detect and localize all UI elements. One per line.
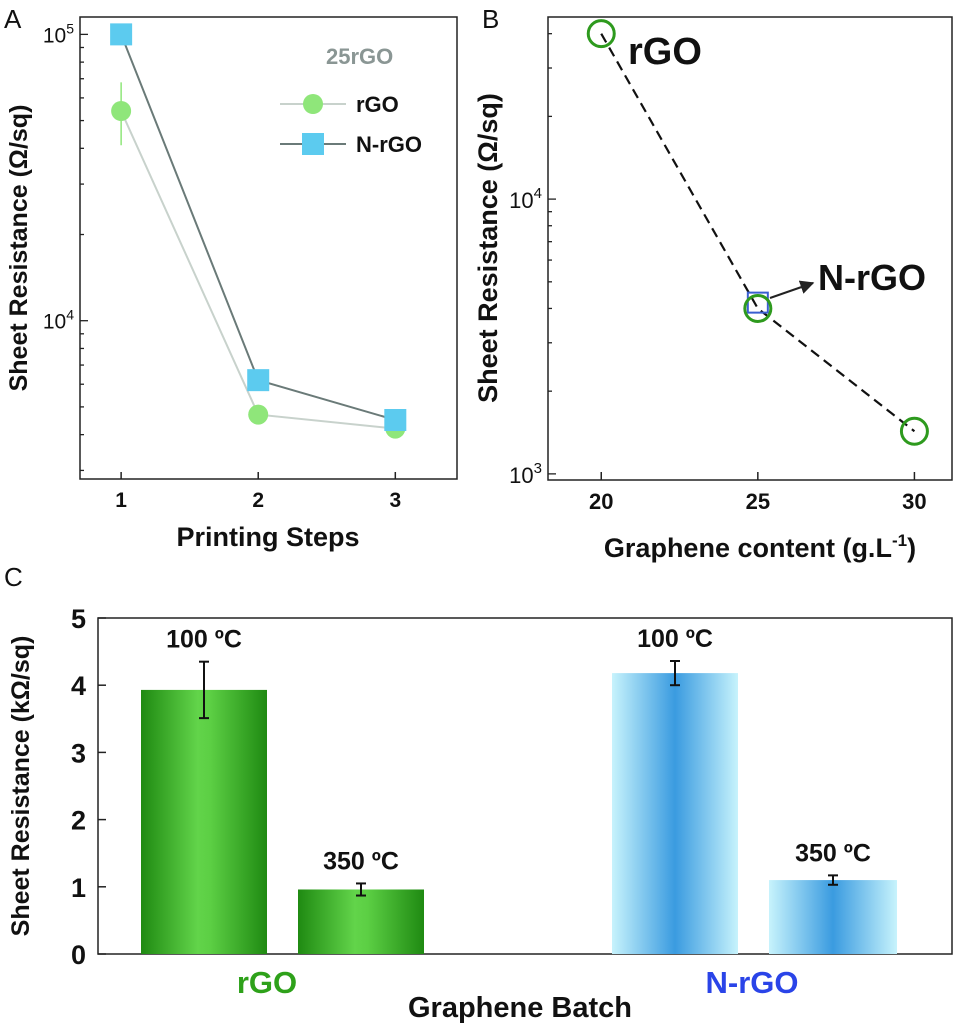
panel-b-x-tick-label: 20 <box>589 489 613 514</box>
panel-c-y-tick-label: 5 <box>71 604 86 634</box>
panel-a-point-N-rGO <box>384 409 407 432</box>
panel-c-bar-rGO-100C <box>141 689 267 954</box>
panel-b-annotation-arrow <box>769 280 815 299</box>
panel-b-y-tick-label: 104 <box>509 185 542 213</box>
panel-a-x-tick-label: 3 <box>389 489 401 512</box>
panel-a-legend-nrgo-label: N-rGO <box>356 132 422 157</box>
panel-c-bar-label: 100 ºC <box>637 625 713 653</box>
panel-b-y-tick-base: 10 <box>509 188 533 213</box>
panel-b-x-ticks: 20 25 30 <box>589 472 927 514</box>
panel-a-y-tick-base: 10 <box>43 311 66 334</box>
panel-c-y-tick-label: 0 <box>71 940 86 970</box>
panel-b-y-tick-base: 10 <box>509 463 533 488</box>
panel-a-point-N-rGO <box>247 369 270 392</box>
panel-c-bar-label: 100 ºC <box>166 626 242 654</box>
panel-b-x-axis-label-end: ) <box>907 533 916 563</box>
panel-c-bar-label: 350 ºC <box>323 847 399 875</box>
panel-a-point-rGO <box>111 101 132 122</box>
panel-a-x-tick-label: 1 <box>115 489 127 512</box>
panel-b-point-rGO <box>899 416 929 446</box>
panel-b-plot <box>586 19 929 446</box>
panel-b-y-tick-exponent: 3 <box>534 460 542 477</box>
panel-c-bar-rGO-350C <box>298 889 424 954</box>
panel-a-y-tick-exponent: 5 <box>66 20 74 36</box>
panel-b-series-line-rGO <box>600 33 916 433</box>
panel-a-y-tick-label: 104 <box>43 307 74 334</box>
panel-a-plot <box>110 23 407 439</box>
panel-a-legend-title: 25rGO <box>326 44 393 69</box>
panel-b-y-tick-exponent: 4 <box>534 185 542 202</box>
panel-a-y-tick-label: 105 <box>43 20 74 47</box>
panel-c-y-tick-label: 3 <box>71 738 86 768</box>
panel-c-category-nrgo: N-rGO <box>706 965 799 1000</box>
panel-a-legend-rgo-marker <box>303 94 323 114</box>
panel-b-x-tick-label: 25 <box>746 489 770 514</box>
panel-c-y-tick-label: 4 <box>71 671 86 701</box>
panel-b-point-rGO <box>743 293 773 323</box>
panel-c-x-axis-label: Graphene Batch <box>408 992 632 1024</box>
panel-c-y-tick-label: 2 <box>71 806 86 836</box>
panel-c-category-rgo: rGO <box>237 965 297 1000</box>
panel-a-x-ticks: 1 2 3 <box>115 472 401 512</box>
panel-b-y-axis-label: Sheet Resistance (Ω/sq) <box>473 93 503 403</box>
panel-c-y-ticks: 0 1 2 3 4 5 <box>71 604 106 970</box>
panel-a-y-tick-exponent: 4 <box>66 307 74 323</box>
panel-c-y-axis-label: Sheet Resistance (kΩ/sq) <box>7 636 35 937</box>
panel-c-frame <box>97 617 953 955</box>
panel-a-series-line-N-rGO <box>120 34 396 421</box>
panel-label-a: A <box>4 4 22 34</box>
panel-a-frame <box>79 16 458 480</box>
panel-b-x-axis-label-main: Graphene content (g.L <box>604 533 892 563</box>
panel-c-bar-label: 350 ºC <box>795 839 871 867</box>
panel-b-y-tick-label: 103 <box>509 460 542 488</box>
panel-label-b: B <box>482 4 499 34</box>
panel-c-bar-N-rGO-350C <box>769 880 897 954</box>
panel-c: 100 ºC 350 ºC 100 ºC 350 ºC 0 1 2 3 4 5 rGO N-rG… <box>7 604 953 1024</box>
panel-a-x-axis-label: Printing Steps <box>176 522 359 552</box>
panel-c-bars: 100 ºC 350 ºC 100 ºC 350 ºC <box>141 625 897 954</box>
panel-a-legend-rgo-label: rGO <box>356 92 399 117</box>
panel-b-frame <box>547 16 953 481</box>
panel-c-bar-N-rGO-100C <box>612 673 738 954</box>
panel-a-legend-nrgo-marker <box>302 133 324 155</box>
panel-b-annotation-nrgo: N-rGO <box>818 257 926 298</box>
panel-c-y-tick-label: 1 <box>71 873 86 903</box>
panel-a-point-rGO <box>248 404 269 425</box>
panel-a-point-N-rGO <box>110 23 133 46</box>
panel-b-x-axis-label: Graphene content (g.L-1) <box>604 531 916 563</box>
panel-a-x-tick-label: 2 <box>252 489 264 512</box>
panel-a-y-axis-label: Sheet Resistance (Ω/sq) <box>5 105 33 392</box>
panel-b-x-tick-label: 30 <box>902 489 926 514</box>
panel-a-y-tick-base: 10 <box>43 24 66 47</box>
panel-label-c: C <box>4 562 23 592</box>
panel-b-point-rGO <box>586 19 616 49</box>
panel-b-annotation-rgo: rGO <box>628 31 702 73</box>
panel-b-x-axis-label-sup: -1 <box>892 531 907 550</box>
